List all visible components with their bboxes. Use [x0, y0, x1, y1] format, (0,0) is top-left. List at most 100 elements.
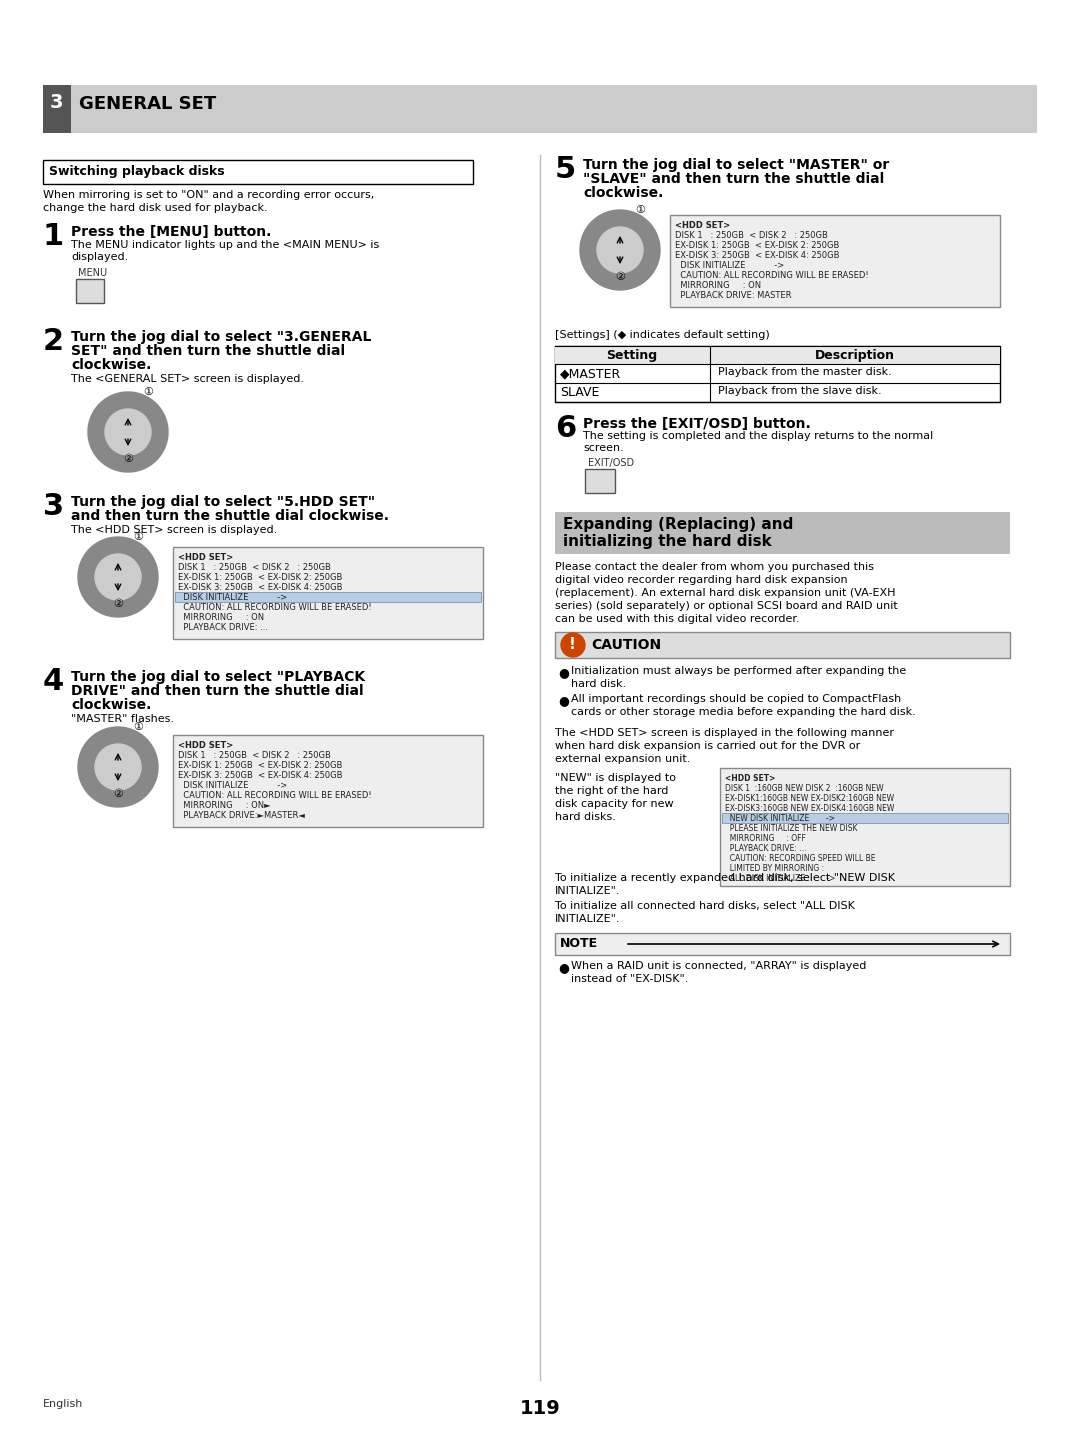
Text: hard disks.: hard disks. — [555, 811, 616, 822]
Bar — [670, 215, 1000, 307]
Text: Playback from the slave disk.: Playback from the slave disk. — [718, 385, 881, 395]
Text: instead of "EX-DISK".: instead of "EX-DISK". — [571, 974, 688, 984]
Text: when hard disk expansion is carried out for the DVR or: when hard disk expansion is carried out … — [555, 742, 861, 752]
Text: ②: ② — [615, 272, 625, 282]
Text: MENU: MENU — [78, 268, 107, 278]
Text: PLEASE INITIALIZE THE NEW DISK: PLEASE INITIALIZE THE NEW DISK — [725, 824, 858, 833]
Text: initializing the hard disk: initializing the hard disk — [563, 534, 772, 550]
Text: ②: ② — [113, 790, 123, 800]
Text: ②: ② — [113, 599, 123, 609]
Text: "MASTER" flashes.: "MASTER" flashes. — [71, 714, 174, 724]
Bar — [43, 84, 1037, 132]
Text: The <HDD SET> screen is displayed in the following manner: The <HDD SET> screen is displayed in the… — [555, 728, 894, 739]
Text: change the hard disk used for playback.: change the hard disk used for playback. — [43, 204, 268, 212]
Text: ●: ● — [558, 694, 569, 707]
Text: clockwise.: clockwise. — [71, 698, 151, 712]
Text: DISK INITIALIZE           ->: DISK INITIALIZE -> — [675, 262, 784, 270]
Text: 119: 119 — [519, 1399, 561, 1418]
Text: ②: ② — [123, 454, 133, 464]
Text: can be used with this digital video recorder.: can be used with this digital video reco… — [555, 614, 799, 624]
Text: Please contact the dealer from whom you purchased this: Please contact the dealer from whom you … — [555, 563, 874, 571]
Text: When a RAID unit is connected, "ARRAY" is displayed: When a RAID unit is connected, "ARRAY" i… — [571, 961, 866, 971]
Circle shape — [78, 537, 158, 616]
Text: EXIT/OSD: EXIT/OSD — [588, 458, 634, 468]
Text: digital video recorder regarding hard disk expansion: digital video recorder regarding hard di… — [555, 574, 848, 585]
Text: The <HDD SET> screen is displayed.: The <HDD SET> screen is displayed. — [71, 525, 278, 535]
Text: DISK INITIALIZE           ->: DISK INITIALIZE -> — [178, 781, 287, 790]
Text: "NEW" is displayed to: "NEW" is displayed to — [555, 774, 676, 784]
Text: ◆MASTER: ◆MASTER — [561, 366, 621, 379]
Text: hard disk.: hard disk. — [571, 679, 626, 689]
Circle shape — [597, 227, 643, 273]
Text: 1: 1 — [43, 222, 64, 252]
Text: 4: 4 — [43, 667, 64, 696]
Circle shape — [105, 409, 151, 455]
Text: Playback from the master disk.: Playback from the master disk. — [718, 366, 892, 377]
Text: EX-DISK 3: 250GB  < EX-DISK 4: 250GB: EX-DISK 3: 250GB < EX-DISK 4: 250GB — [675, 252, 839, 260]
Text: Switching playback disks: Switching playback disks — [49, 164, 225, 177]
Text: The setting is completed and the display returns to the normal: The setting is completed and the display… — [583, 430, 933, 441]
Text: DISK 1  :160GB NEW DISK 2  :160GB NEW: DISK 1 :160GB NEW DISK 2 :160GB NEW — [725, 784, 883, 792]
Text: <HDD SET>: <HDD SET> — [178, 742, 233, 750]
Bar — [585, 470, 615, 493]
Text: Turn the jog dial to select "PLAYBACK: Turn the jog dial to select "PLAYBACK — [71, 670, 365, 683]
Text: [Settings] (◆ indicates default setting): [Settings] (◆ indicates default setting) — [555, 330, 770, 340]
Text: The <GENERAL SET> screen is displayed.: The <GENERAL SET> screen is displayed. — [71, 374, 303, 384]
Text: Description: Description — [815, 349, 895, 362]
Text: 2: 2 — [43, 327, 64, 356]
Text: EX-DISK 1: 250GB  < EX-DISK 2: 250GB: EX-DISK 1: 250GB < EX-DISK 2: 250GB — [675, 241, 839, 250]
Bar — [76, 279, 104, 302]
Text: ①: ① — [635, 205, 645, 215]
Text: DRIVE" and then turn the shuttle dial: DRIVE" and then turn the shuttle dial — [71, 683, 364, 698]
Text: MIRRORING     : OFF: MIRRORING : OFF — [725, 835, 806, 843]
Text: "SLAVE" and then turn the shuttle dial: "SLAVE" and then turn the shuttle dial — [583, 172, 885, 186]
Text: EX-DISK 3: 250GB  < EX-DISK 4: 250GB: EX-DISK 3: 250GB < EX-DISK 4: 250GB — [178, 583, 342, 592]
Text: EX-DISK 1: 250GB  < EX-DISK 2: 250GB: EX-DISK 1: 250GB < EX-DISK 2: 250GB — [178, 573, 342, 582]
Circle shape — [95, 554, 141, 601]
Text: 3: 3 — [43, 491, 64, 521]
Bar — [555, 512, 1010, 554]
Circle shape — [78, 727, 158, 807]
Text: DISK 1   : 250GB  < DISK 2   : 250GB: DISK 1 : 250GB < DISK 2 : 250GB — [178, 752, 330, 760]
Bar — [43, 84, 71, 132]
Text: external expansion unit.: external expansion unit. — [555, 755, 690, 763]
Text: English: English — [43, 1399, 83, 1409]
Text: and then turn the shuttle dial clockwise.: and then turn the shuttle dial clockwise… — [71, 509, 389, 523]
Text: Turn the jog dial to select "5.HDD SET": Turn the jog dial to select "5.HDD SET" — [71, 494, 375, 509]
Text: DISK INITIALIZE           ->: DISK INITIALIZE -> — [178, 593, 287, 602]
Circle shape — [87, 393, 168, 473]
Bar — [555, 933, 1010, 955]
Bar — [175, 592, 481, 602]
Bar — [723, 813, 1008, 823]
Text: PLAYBACK DRIVE: ...: PLAYBACK DRIVE: ... — [178, 622, 268, 632]
Text: Turn the jog dial to select "3.GENERAL: Turn the jog dial to select "3.GENERAL — [71, 330, 372, 345]
Bar — [43, 160, 473, 185]
Text: CAUTION: ALL RECORDING WILL BE ERASED!: CAUTION: ALL RECORDING WILL BE ERASED! — [178, 791, 372, 800]
Text: ①: ① — [133, 532, 143, 542]
Text: CAUTION: ALL RECORDING WILL BE ERASED!: CAUTION: ALL RECORDING WILL BE ERASED! — [675, 270, 868, 281]
Text: EX-DISK 3: 250GB  < EX-DISK 4: 250GB: EX-DISK 3: 250GB < EX-DISK 4: 250GB — [178, 771, 342, 779]
Text: Press the [EXIT/OSD] button.: Press the [EXIT/OSD] button. — [583, 417, 811, 430]
Text: ①: ① — [133, 723, 143, 731]
Text: INITIALIZE".: INITIALIZE". — [555, 885, 621, 896]
Text: ●: ● — [558, 961, 569, 974]
Text: clockwise.: clockwise. — [71, 358, 151, 372]
Text: CAUTION: ALL RECORDING WILL BE ERASED!: CAUTION: ALL RECORDING WILL BE ERASED! — [178, 603, 372, 612]
Circle shape — [580, 209, 660, 289]
Text: series) (sold separately) or optional SCSI board and RAID unit: series) (sold separately) or optional SC… — [555, 601, 897, 611]
Text: disk capacity for new: disk capacity for new — [555, 800, 674, 808]
Text: CAUTION: CAUTION — [591, 638, 661, 651]
Bar — [555, 346, 1000, 364]
Text: 6: 6 — [555, 414, 577, 443]
Text: CAUTION: RECORDING SPEED WILL BE: CAUTION: RECORDING SPEED WILL BE — [725, 853, 876, 864]
Bar — [173, 547, 483, 638]
Text: <HDD SET>: <HDD SET> — [675, 221, 730, 230]
Text: clockwise.: clockwise. — [583, 186, 663, 201]
Text: <HDD SET>: <HDD SET> — [725, 774, 775, 784]
Text: EX-DISK1:160GB NEW EX-DISK2:160GB NEW: EX-DISK1:160GB NEW EX-DISK2:160GB NEW — [725, 794, 894, 803]
Text: Initialization must always be performed after expanding the: Initialization must always be performed … — [571, 666, 906, 676]
Text: The MENU indicator lights up and the <MAIN MENU> is: The MENU indicator lights up and the <MA… — [71, 240, 379, 250]
Text: All important recordings should be copied to CompactFlash: All important recordings should be copie… — [571, 694, 901, 704]
Text: cards or other storage media before expanding the hard disk.: cards or other storage media before expa… — [571, 707, 916, 717]
Text: ALL DISK INITIALIZE         ->: ALL DISK INITIALIZE -> — [725, 874, 835, 883]
